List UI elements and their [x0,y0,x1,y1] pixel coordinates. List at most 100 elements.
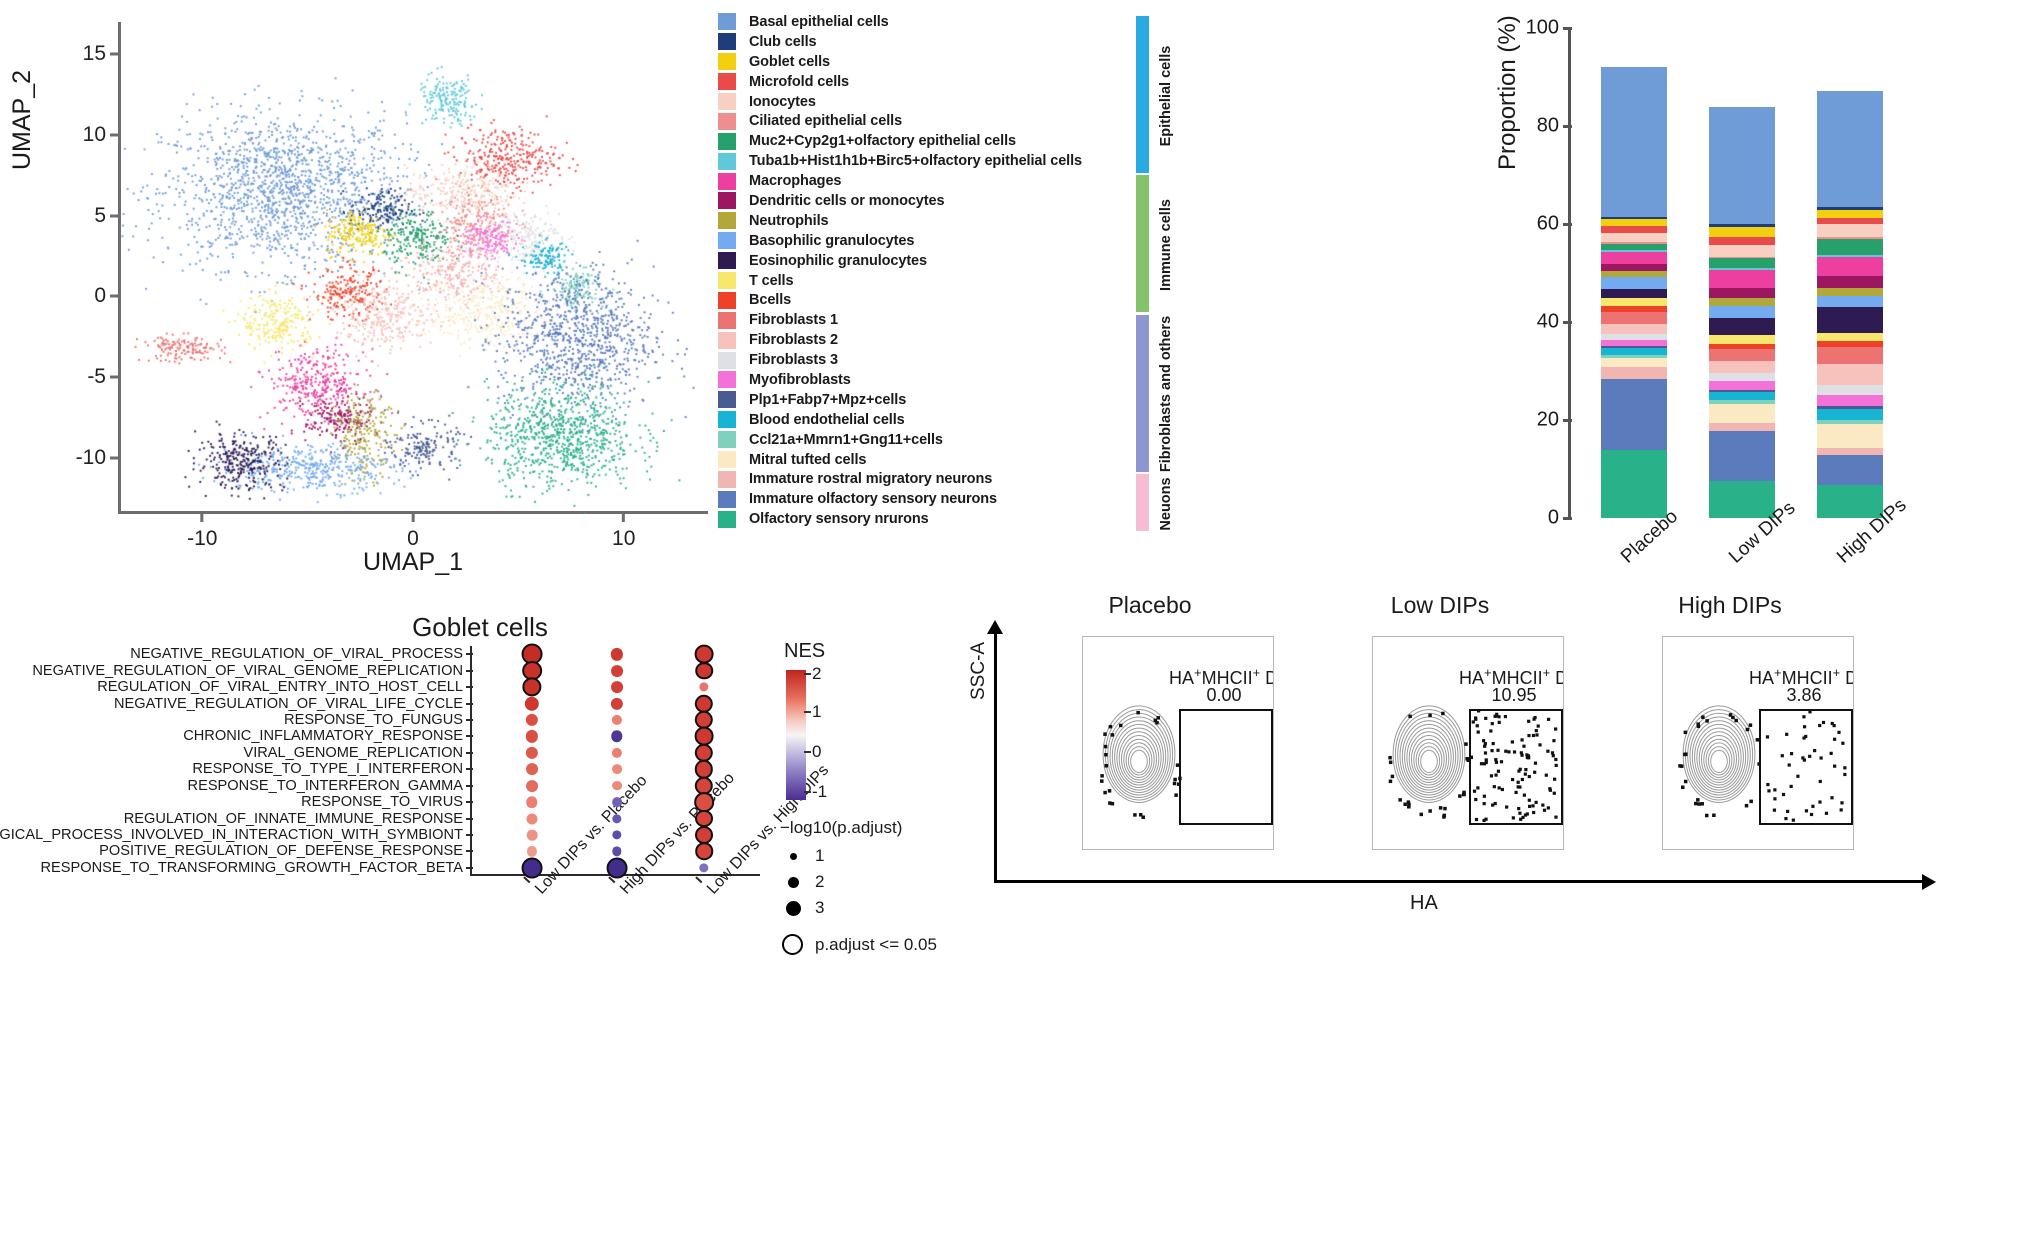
gsea-dot[interactable] [525,713,539,727]
gsea-dot[interactable] [611,664,623,677]
bar-segment [1817,420,1883,425]
bar-segment [1709,348,1775,362]
bar-segment [1817,238,1883,255]
bar-segment [1709,392,1775,400]
umap-y-axis-label: UMAP_2 [8,69,36,170]
legend-swatch [718,470,736,488]
legend-item[interactable]: Tuba1b+Hist1h1b+Birc5+olfactory epitheli… [718,151,1138,171]
flow-contour-plot [1678,705,1847,822]
bar-segment [1601,289,1667,299]
gsea-dot[interactable] [610,648,624,661]
gsea-dot[interactable] [522,677,542,697]
gsea-dot[interactable] [525,730,539,743]
flow-panel-title: High DIPs [1678,592,1782,618]
gsea-dot[interactable] [694,644,714,664]
gsea-dot[interactable] [521,857,543,879]
size-legend-label: 2 [815,872,825,891]
umap-y-tick: -5 [87,365,118,389]
gsea-dot[interactable] [612,846,622,857]
category-bar [1136,16,1149,174]
gsea-dot[interactable] [526,763,538,776]
legend-item[interactable]: Goblet cells [718,52,1138,72]
legend-item[interactable]: Ionocytes [718,92,1138,112]
flow-y-axis-arrow-icon [987,620,1003,882]
legend-item[interactable]: Fibroblasts 3 [718,350,1138,370]
legend-item-label: Macrophages [749,173,842,190]
gsea-dot[interactable] [526,812,538,825]
flow-gate-rectangle[interactable] [1759,709,1853,825]
flow-gate-rectangle[interactable] [1469,709,1563,825]
legend-item[interactable]: Plp1+Fabp7+Mpz+cells [718,390,1138,410]
gsea-dot[interactable] [526,796,538,808]
stacked-bar[interactable] [1601,28,1667,518]
flow-plot-box[interactable]: 250K200K150K100K50K0-10³010³10⁴10⁵HA+MHC… [1082,636,1274,850]
legend-item[interactable]: Ciliated epithelial cells [718,111,1138,131]
legend-swatch [718,252,736,270]
gsea-dot[interactable] [612,797,622,807]
legend-item[interactable]: Microfold cells [718,72,1138,92]
gsea-dot[interactable] [606,857,628,879]
legend-item-label: Ciliated epithelial cells [749,113,903,130]
gsea-dot[interactable] [611,714,623,726]
gsea-dot[interactable] [612,764,622,775]
size-legend-row: 2 [786,872,824,892]
flow-gate-rectangle[interactable] [1179,709,1273,825]
flow-gate-value: 10.95 [1491,685,1537,705]
legend-item[interactable]: Basal epithelial cells [718,12,1138,32]
gsea-dot[interactable] [612,780,622,791]
nes-tick-label: 1 [812,702,822,721]
legend-item[interactable]: Immature olfactory sensory neurons [718,489,1138,509]
bar-y-tick: 60 [1537,213,1571,236]
legend-item[interactable]: Immature rostral migratory neurons [718,469,1138,489]
gsea-dot[interactable] [699,682,709,692]
legend-item[interactable]: Bcells [718,290,1138,310]
category-label: Fibroblasts and others [1158,315,1174,473]
gsea-dot[interactable] [525,746,539,759]
gsea-dot[interactable] [610,697,624,710]
size-legend-dot-icon [786,900,801,916]
gsea-dot[interactable] [526,779,538,792]
gsea-dot[interactable] [695,809,713,828]
legend-item[interactable]: Fibroblasts 2 [718,330,1138,350]
legend-item[interactable]: Blood endothelial cells [718,410,1138,430]
gsea-dot[interactable] [526,829,538,841]
legend-item[interactable]: Fibroblasts 1 [718,310,1138,330]
legend-item[interactable]: T cells [718,271,1138,291]
gsea-dot[interactable] [695,661,713,680]
bar-segment [1709,288,1775,299]
gsea-dot[interactable] [695,842,713,861]
gsea-dot[interactable] [524,696,540,711]
gsea-dot[interactable] [526,846,538,857]
legend-item-label: Olfactory sensory nrurons [749,511,929,528]
legend-item-label: T cells [749,272,794,289]
legend-item[interactable]: Olfactory sensory nrurons [718,509,1138,529]
bar-segment [1709,270,1775,289]
legend-item[interactable]: Basophilic granulocytes [718,231,1138,251]
stacked-bar[interactable] [1709,28,1775,518]
dotplot-title: Goblet cells [412,612,548,642]
legend-item[interactable]: Neutrophils [718,211,1138,231]
gsea-dot[interactable] [611,747,623,758]
nes-tick-label: -1 [812,782,828,801]
flow-plot-box[interactable]: 250K200K150K100K50K0-10³010³10⁴10⁵HA+MHC… [1372,636,1564,850]
legend-item[interactable]: Myofibroblasts [718,370,1138,390]
legend-item[interactable]: Macrophages [718,171,1138,191]
gsea-dot[interactable] [611,681,623,693]
gsea-dot[interactable] [695,825,713,844]
legend-item[interactable]: Ccl21a+Mmrn1+Gng11+cells [718,430,1138,450]
legend-item[interactable]: Club cells [718,32,1138,52]
flow-gate-value: 0.00 [1206,685,1242,705]
flow-plot-box[interactable]: 250K200K150K100K50K0-10³010³10⁴10⁵HA+MHC… [1662,636,1854,850]
stacked-bar[interactable] [1817,28,1883,518]
bar-segment [1601,232,1667,243]
bar-segment [1709,361,1775,373]
umap-legend: Basal epithelial cells Club cells Goblet c… [718,12,1138,529]
legend-item[interactable]: Muc2+Cyp2g1+olfactory epithelial cells [718,131,1138,151]
gsea-dot[interactable] [699,863,709,873]
legend-item[interactable]: Mitral tufted cells [718,450,1138,470]
legend-item[interactable]: Dendritic cells or monocytes [718,191,1138,211]
gsea-dot[interactable] [612,830,622,840]
gsea-dot[interactable] [612,813,622,824]
legend-item[interactable]: Eosinophilic granulocytes [718,251,1138,271]
gsea-dot[interactable] [611,730,623,743]
